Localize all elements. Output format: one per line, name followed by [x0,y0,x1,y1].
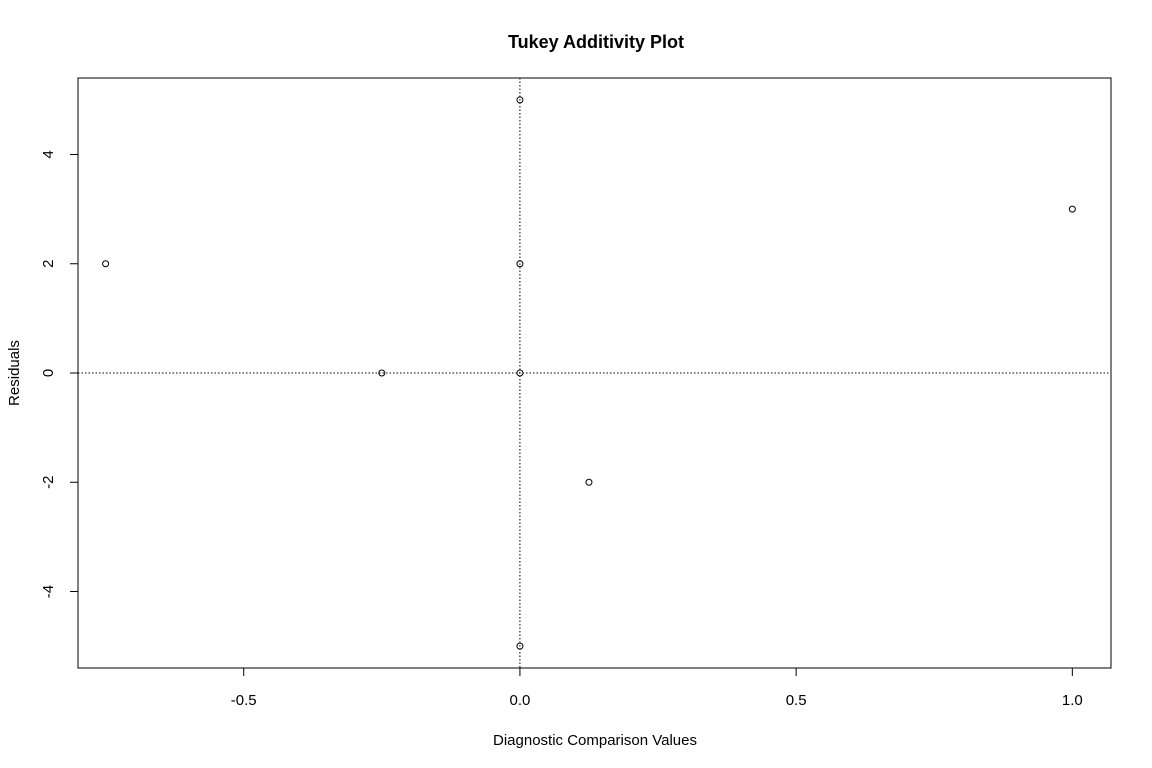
data-point [516,260,524,268]
x-axis-label: Diagnostic Comparison Values [493,732,697,749]
data-points [102,96,1076,650]
y-axis-label: Residuals [6,340,23,406]
data-point [516,369,524,377]
y-axis: -4 -2 0 2 4 [40,150,79,598]
x-tick-label: 0.0 [509,692,530,709]
data-point [516,96,524,104]
x-axis: -0.5 0.0 0.5 1.0 [231,667,1083,709]
y-tick-label: -4 [40,585,57,598]
reference-lines [78,78,1111,668]
data-point [102,260,110,268]
y-tick-label: 2 [40,260,57,268]
data-point [585,478,593,486]
data-point [378,369,386,377]
x-tick-label: 1.0 [1062,692,1083,709]
data-point [516,642,524,650]
chart-title: Tukey Additivity Plot [508,32,684,52]
data-point [1068,205,1076,213]
x-tick-label: -0.5 [231,692,257,709]
y-tick-label: 0 [40,369,57,377]
y-tick-label: 4 [40,150,57,158]
y-tick-label: -2 [40,476,57,489]
x-tick-label: 0.5 [786,692,807,709]
